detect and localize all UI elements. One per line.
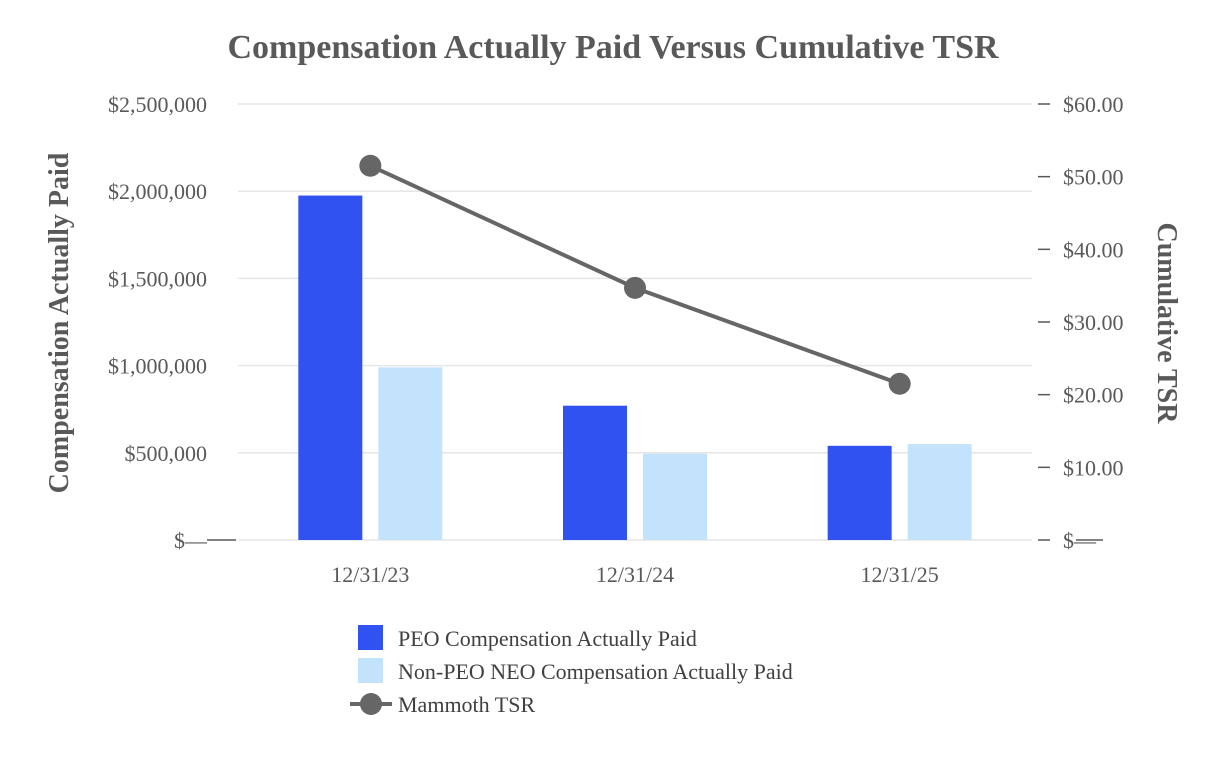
tsr-line bbox=[369, 163, 901, 386]
y2-tick-label: $60.00 bbox=[1063, 92, 1124, 117]
legend-swatch bbox=[358, 658, 383, 683]
legend-label: Mammoth TSR bbox=[398, 692, 535, 717]
y-tick-label: $500,000 bbox=[125, 441, 208, 466]
bar-non-peo-neo bbox=[378, 367, 443, 540]
bar-peo bbox=[827, 445, 892, 540]
bar-non-peo-neo bbox=[643, 453, 707, 540]
x-tick-label: 12/31/25 bbox=[861, 562, 939, 587]
y-tick-label: $2,000,000 bbox=[108, 179, 207, 204]
y-axis-title: Compensation Actually Paid bbox=[44, 152, 75, 493]
chart-title: Compensation Actually Paid Versus Cumula… bbox=[227, 29, 999, 66]
y2-tick-label: $30.00 bbox=[1063, 310, 1124, 335]
tsr-point bbox=[624, 276, 646, 299]
y-tick-label: $2,500,000 bbox=[108, 92, 207, 117]
y-tick-label: $1,000,000 bbox=[108, 354, 207, 379]
bars-layer bbox=[298, 195, 972, 540]
tsr-line-layer bbox=[359, 154, 911, 395]
y2-tick-label: $10.00 bbox=[1063, 455, 1124, 480]
tick-labels-layer: $— $500,000 $1,000,000 $1,500,000 $2,000,000… bbox=[108, 92, 1124, 587]
y2-tick-label: $40.00 bbox=[1063, 237, 1124, 262]
legend-label: Non-PEO NEO Compensation Actually Paid bbox=[398, 659, 793, 684]
y2-tick-label: $20.00 bbox=[1063, 383, 1124, 408]
bar-peo bbox=[298, 195, 363, 540]
bar-non-peo-neo bbox=[907, 444, 972, 540]
bar-peo bbox=[563, 405, 627, 540]
legend-marker-swatch bbox=[360, 693, 382, 715]
tsr-point bbox=[359, 154, 382, 177]
legend: PEO Compensation Actually Paid Non-PEO NE… bbox=[350, 625, 793, 717]
grid-layer bbox=[207, 103, 1103, 541]
y-tick-label: $— bbox=[174, 528, 208, 553]
y-tick-label: $1,500,000 bbox=[108, 266, 207, 291]
y2-tick-label: $— bbox=[1063, 528, 1097, 553]
legend-label: PEO Compensation Actually Paid bbox=[398, 626, 697, 651]
legend-swatch bbox=[358, 625, 383, 650]
x-tick-label: 12/31/23 bbox=[331, 562, 409, 587]
tsr-point bbox=[888, 372, 911, 395]
x-tick-label: 12/31/24 bbox=[596, 562, 674, 587]
y2-tick-label: $50.00 bbox=[1063, 165, 1124, 190]
y2-axis-title: Cumulative TSR bbox=[1151, 223, 1182, 425]
